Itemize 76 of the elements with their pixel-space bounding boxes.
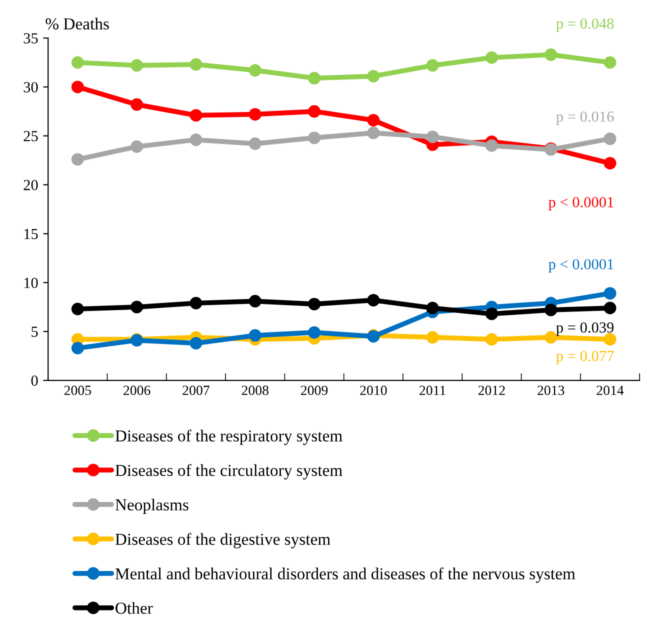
x-tick-label: 2007	[182, 386, 210, 396]
point	[604, 333, 616, 346]
x-tick-label: 2013	[538, 386, 564, 396]
point	[248, 64, 262, 77]
annotation: p = 0.077	[556, 350, 614, 364]
point	[130, 300, 144, 314]
x-tick-label: 2006	[124, 386, 150, 396]
x-tick-label: 2009	[300, 386, 328, 396]
annotation: p < 0.0001	[548, 259, 614, 272]
point	[426, 302, 439, 314]
point	[604, 302, 616, 314]
text: p = 0.048	[556, 18, 614, 32]
point	[308, 72, 321, 84]
annotation: p = 0.039	[556, 322, 614, 336]
point	[544, 331, 558, 344]
point	[71, 342, 84, 354]
legend-label: Other	[116, 602, 153, 614]
y-tick-label: 10	[24, 278, 38, 288]
x-tick-label: 2011	[420, 386, 446, 396]
point	[190, 58, 202, 71]
y-tick-label: 15	[24, 228, 38, 240]
x-tick-label: 2008	[242, 386, 268, 396]
point	[71, 153, 84, 166]
point	[367, 126, 380, 140]
x-tick-label: 2005	[64, 386, 92, 396]
point	[485, 308, 498, 320]
point	[248, 294, 262, 308]
point	[308, 105, 321, 118]
point	[190, 109, 202, 122]
point	[604, 156, 616, 170]
point	[308, 326, 321, 339]
x-tick-label: 2012	[478, 386, 505, 396]
point	[544, 304, 558, 316]
point	[130, 98, 144, 111]
point	[248, 137, 262, 150]
y-tick-label: 0	[31, 376, 38, 386]
legend-label: Diseases of the respiratory system	[115, 430, 342, 445]
point	[190, 336, 202, 350]
legend-label: Neoplasms	[115, 498, 188, 514]
annotation: p < 0.0001	[548, 197, 614, 210]
point	[485, 51, 498, 64]
y-tick-label: 35	[24, 33, 38, 44]
point	[248, 329, 262, 342]
point	[367, 114, 380, 126]
point	[308, 298, 321, 310]
point	[426, 331, 439, 344]
point	[604, 132, 616, 146]
point	[485, 139, 498, 152]
point	[190, 134, 202, 146]
point	[426, 130, 439, 144]
y-axis-title: % Deaths	[46, 18, 109, 30]
annotation: p = 0.016	[556, 111, 614, 125]
point	[308, 132, 321, 144]
point	[544, 48, 558, 61]
legend-label: Diseases of the circulatory system	[115, 464, 342, 480]
point	[485, 333, 498, 346]
point	[71, 302, 84, 316]
y-tick-label: 30	[24, 82, 38, 92]
y-tick-label: 5	[32, 326, 38, 337]
point	[604, 287, 616, 300]
point	[248, 108, 262, 121]
x-tick-label: 2010	[360, 386, 387, 396]
point	[367, 70, 380, 82]
point	[367, 294, 380, 306]
x-tick-label: 2014	[596, 386, 624, 396]
point	[604, 56, 616, 69]
point	[426, 59, 439, 72]
y-tick-label: 20	[24, 180, 38, 190]
point	[71, 56, 84, 69]
point	[190, 296, 202, 310]
point	[130, 59, 144, 72]
legend-label: Mental and behavioural disorders and diseases of the nervous system	[115, 568, 576, 583]
point	[71, 80, 84, 94]
point	[130, 140, 144, 153]
legend-label: Diseases of the digestive system	[115, 533, 330, 548]
y-tick-label: 25	[24, 131, 38, 142]
